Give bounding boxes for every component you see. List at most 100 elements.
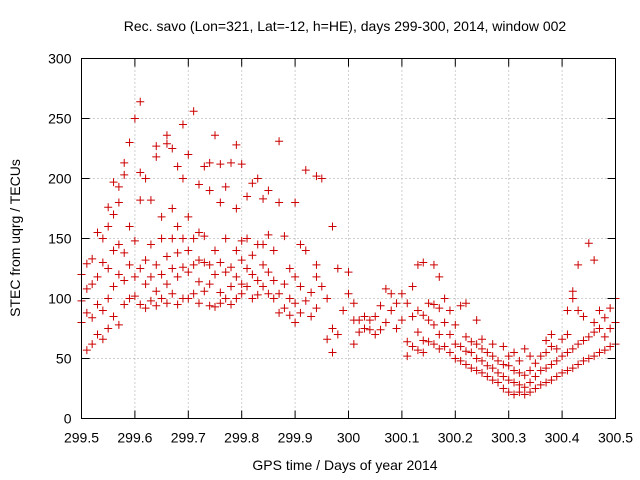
data-point: [184, 246, 193, 255]
data-point: [264, 289, 273, 298]
data-point: [435, 272, 444, 281]
data-point: [317, 174, 326, 183]
data-point: [259, 282, 268, 291]
data-point: [435, 344, 444, 353]
data-point: [221, 182, 230, 191]
data-point: [194, 277, 203, 286]
data-point: [307, 288, 316, 297]
data-point: [488, 376, 497, 385]
data-point: [392, 299, 401, 308]
data-point: [232, 204, 241, 213]
data-point: [200, 232, 209, 241]
data-point: [440, 294, 449, 303]
data-point: [419, 258, 428, 267]
data-point: [467, 348, 476, 357]
data-point: [157, 294, 166, 303]
data-point: [590, 352, 599, 361]
data-point: [88, 313, 97, 322]
data-point: [483, 361, 492, 370]
data-point: [408, 312, 417, 321]
data-point: [547, 376, 556, 385]
data-point: [445, 330, 454, 339]
data-point: [542, 364, 551, 373]
data-point: [365, 325, 374, 334]
data-point: [114, 270, 123, 279]
data-point: [600, 313, 609, 322]
data-point: [429, 320, 438, 329]
data-point: [584, 239, 593, 248]
data-point: [456, 301, 465, 310]
y-axis-label: STEC from uqrg / TECUs: [7, 159, 23, 317]
data-point: [243, 234, 252, 243]
data-point: [120, 300, 129, 309]
data-point: [248, 294, 257, 303]
data-point: [269, 294, 278, 303]
data-point: [291, 318, 300, 327]
data-point: [483, 348, 492, 357]
x-axis-label: GPS time / Days of year 2014: [252, 457, 437, 473]
data-point: [130, 292, 139, 301]
data-point: [387, 306, 396, 315]
data-point: [136, 300, 145, 309]
data-point: [574, 260, 583, 269]
data-point: [178, 174, 187, 183]
y-tick-labels: 0 50 100 150 200 250 300: [48, 51, 72, 427]
data-point: [520, 344, 529, 353]
data-point: [413, 328, 422, 337]
data-point: [232, 246, 241, 255]
data-point: [130, 272, 139, 281]
data-point: [429, 300, 438, 309]
y-tick-label: 100: [48, 291, 72, 307]
x-tick-label: 299.9: [278, 430, 313, 446]
data-point: [178, 263, 187, 272]
data-point: [184, 150, 193, 159]
data-point: [387, 289, 396, 298]
data-point: [606, 324, 615, 333]
data-point: [515, 380, 524, 389]
data-point: [328, 222, 337, 231]
data-point: [590, 318, 599, 327]
data-point: [499, 342, 508, 351]
data-point: [445, 306, 454, 315]
data-point: [531, 372, 540, 381]
data-point: [520, 371, 529, 380]
data-point: [301, 166, 310, 175]
data-point: [162, 280, 171, 289]
data-point: [552, 372, 561, 381]
data-point: [595, 324, 604, 333]
y-tick-label: 300: [48, 51, 72, 67]
data-point: [536, 352, 545, 361]
data-point: [136, 168, 145, 177]
data-point: [221, 268, 230, 277]
data-point: [403, 337, 412, 346]
data-point: [130, 236, 139, 245]
data-point: [189, 289, 198, 298]
data-point: [478, 335, 486, 344]
data-point: [451, 354, 460, 363]
data-point: [558, 368, 567, 377]
data-point: [333, 264, 342, 273]
data-point: [264, 186, 273, 195]
data-point: [114, 198, 123, 207]
data-points: [77, 97, 620, 399]
data-point: [504, 388, 513, 397]
data-point: [141, 256, 150, 265]
data-point: [478, 344, 486, 353]
data-point: [269, 246, 278, 255]
data-point: [168, 204, 177, 213]
data-point: [413, 306, 422, 315]
data-point: [392, 324, 401, 333]
axis-ticks: [81, 58, 616, 419]
data-point: [526, 378, 535, 387]
data-point: [227, 263, 236, 272]
data-point: [333, 330, 342, 339]
data-point: [88, 340, 97, 349]
data-point: [162, 299, 171, 308]
data-point: [104, 264, 113, 273]
data-point: [157, 212, 166, 221]
data-point: [536, 380, 545, 389]
data-point: [419, 311, 428, 320]
data-point: [312, 172, 321, 181]
data-point: [558, 335, 567, 344]
data-point: [275, 137, 284, 146]
